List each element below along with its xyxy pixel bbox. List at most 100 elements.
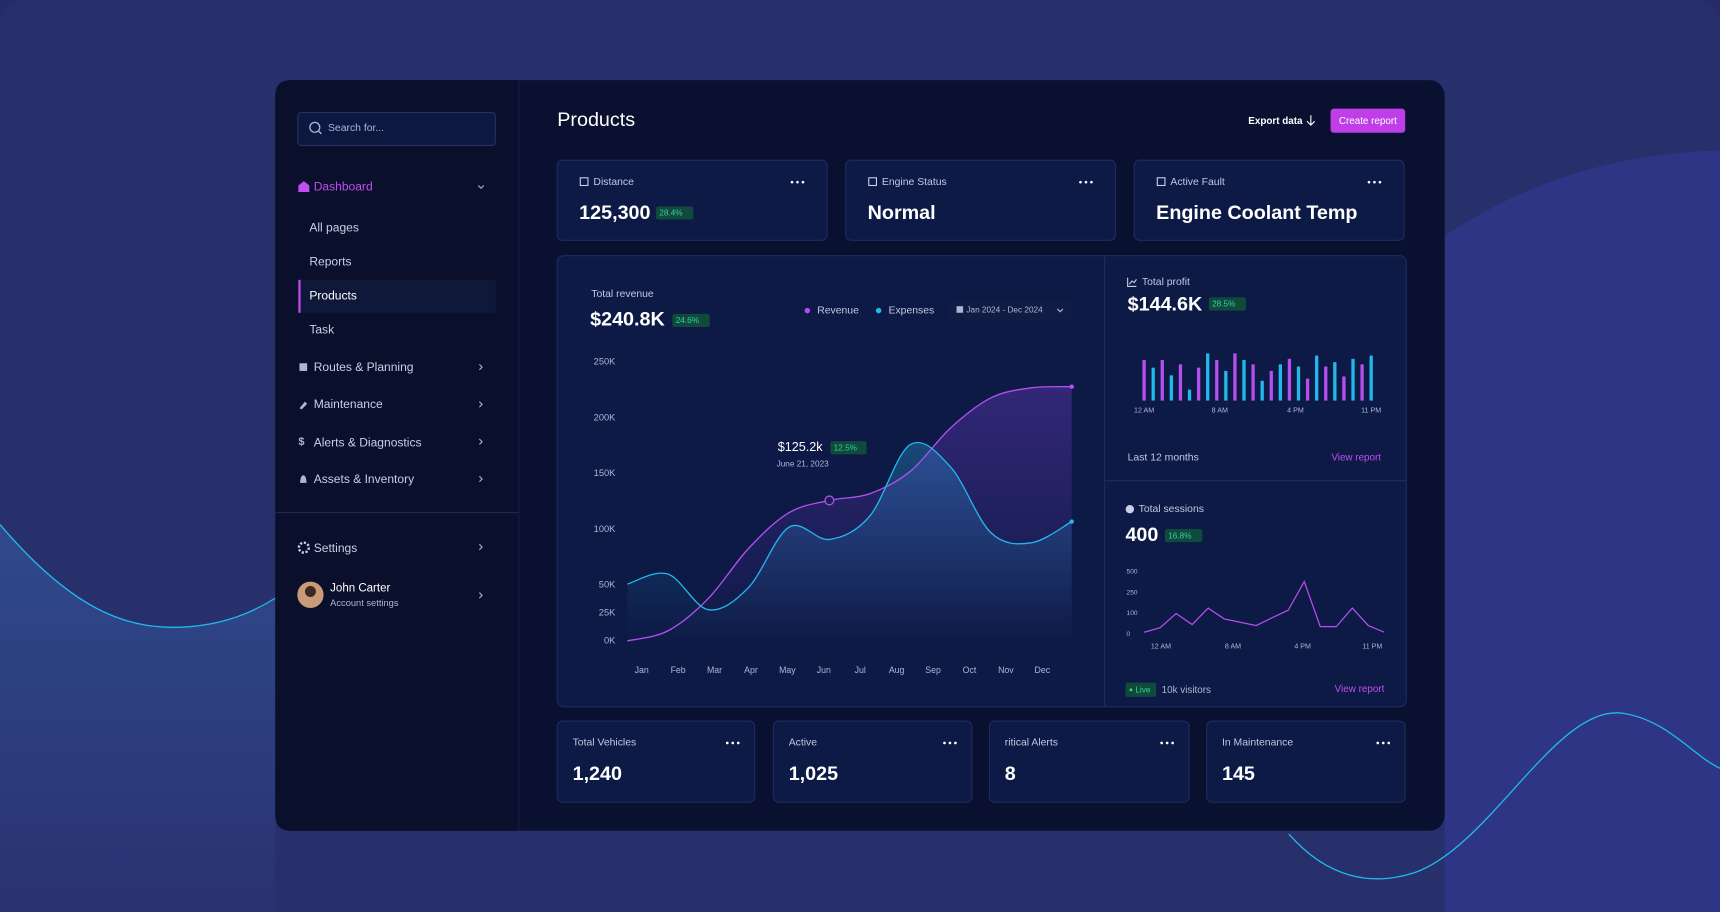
create-button[interactable]	[1330, 108, 1406, 133]
y-tick-label: 0	[1127, 631, 1131, 638]
more-dot[interactable]	[1387, 741, 1391, 745]
series-area	[627, 442, 1072, 641]
y-tick-label: 50K	[599, 580, 616, 590]
card-label: Active	[789, 738, 818, 749]
more-dot[interactable]	[1084, 180, 1088, 184]
more-dot[interactable]	[790, 180, 794, 184]
more-dot[interactable]	[1378, 180, 1382, 184]
nav-active-marker	[298, 279, 301, 313]
bar	[1360, 364, 1364, 401]
panel-value: $144.6K	[1128, 293, 1203, 315]
bar	[1315, 355, 1319, 401]
y-tick-label: 100K	[594, 524, 617, 534]
more-dot[interactable]	[1090, 180, 1093, 184]
card-label: Engine Status	[882, 177, 947, 188]
card-icon	[1156, 177, 1166, 187]
bar	[1169, 375, 1174, 401]
more-dot[interactable]	[954, 741, 957, 745]
nav-item[interactable]: Task	[309, 323, 335, 337]
more-dot[interactable]	[1381, 741, 1385, 745]
nav-item[interactable]: Products	[309, 289, 357, 303]
nav-item[interactable]: All pages	[309, 220, 359, 234]
more-dot[interactable]	[1160, 741, 1163, 745]
bar	[1278, 364, 1282, 401]
nav-active-bg	[298, 279, 496, 313]
badge	[1164, 528, 1203, 543]
nav-item[interactable]: Reports	[309, 254, 351, 268]
y-tick-label: 150K	[594, 468, 617, 478]
nav-item[interactable]: Routes & Planning	[314, 360, 414, 374]
x-tick-label: 12 AM	[1151, 642, 1171, 650]
bar	[1233, 353, 1237, 401]
more-dot[interactable]	[943, 741, 946, 745]
legend-dot	[875, 307, 882, 314]
date-range[interactable]: Jan 2024 - Dec 2024	[966, 306, 1043, 315]
sessions-icon	[1125, 505, 1135, 514]
more-dot[interactable]	[736, 741, 740, 745]
x-tick-label: 11 PM	[1361, 406, 1381, 414]
bar	[1215, 359, 1219, 401]
nav-item[interactable]: Settings	[314, 541, 358, 555]
y-tick-label: 250	[1127, 589, 1138, 596]
top-cards: Distance 125,300 28.4% Engine Status Normal A…	[556, 159, 1405, 241]
nav-icon	[299, 363, 308, 371]
more-dot[interactable]	[948, 741, 952, 745]
x-tick-label: Nov	[998, 665, 1014, 675]
more-dot[interactable]	[731, 741, 735, 745]
nav-item[interactable]: Maintenance	[314, 397, 383, 411]
view-report-link[interactable]: View report	[1335, 684, 1385, 695]
more-dot[interactable]	[1171, 741, 1174, 745]
user-name[interactable]: John Carter	[330, 582, 390, 594]
more-dot[interactable]	[1373, 180, 1376, 184]
bar	[1196, 367, 1201, 401]
y-tick-label: 100	[1127, 610, 1138, 617]
card-value: 8	[1005, 763, 1016, 785]
badge	[672, 313, 710, 328]
settings-icon	[297, 541, 310, 554]
x-tick-label: 8 AM	[1212, 406, 1228, 414]
chevron	[478, 543, 483, 599]
sidebar	[275, 80, 519, 831]
card-label: ritical Alerts	[1005, 738, 1058, 749]
nav-item[interactable]: Assets & Inventory	[314, 472, 414, 486]
bg-wave-line	[1288, 712, 1720, 880]
card-value: Normal	[868, 202, 936, 224]
page-title: Products	[557, 109, 635, 131]
card-value: 145	[1222, 763, 1255, 785]
series-line	[627, 441, 1073, 611]
x-tick-label: 8 AM	[1225, 642, 1241, 650]
x-tick-label: Feb	[671, 665, 686, 675]
view-report-link[interactable]: View report	[1331, 452, 1381, 463]
x-tick-label: Apr	[744, 665, 758, 675]
nav-item[interactable]: Dashboard	[314, 179, 373, 193]
x-tick-label: 12 AM	[1134, 406, 1154, 414]
x-tick-label: Jun	[817, 665, 831, 675]
more-dot[interactable]	[1165, 741, 1169, 745]
more-dot[interactable]	[1367, 180, 1371, 184]
legend-label: Revenue	[817, 305, 859, 316]
export-button[interactable]: Export data	[1248, 116, 1303, 127]
more-dot[interactable]	[1376, 741, 1380, 745]
x-tick-label: 4 PM	[1294, 642, 1311, 650]
panel-title: Total revenue	[591, 289, 654, 300]
card-label: Active Fault	[1170, 177, 1224, 188]
search-box[interactable]	[297, 111, 496, 146]
series-end-dot	[1069, 384, 1074, 389]
search-icon	[309, 121, 321, 133]
nav-item[interactable]: Alerts & Diagnostics	[314, 436, 422, 450]
x-tick-label: Jan	[635, 665, 649, 675]
panel-title: Total profit	[1142, 277, 1190, 288]
more-dot[interactable]	[796, 180, 799, 184]
card-icon	[868, 177, 878, 187]
user-subtitle[interactable]: Account settings	[330, 598, 399, 608]
nav-icon: $	[298, 436, 304, 448]
date-picker[interactable]	[949, 299, 1072, 321]
more-dot[interactable]	[1079, 180, 1082, 184]
bar	[1251, 364, 1255, 401]
tooltip-value: $125.2k	[778, 440, 824, 454]
y-tick-label: 250K	[594, 357, 617, 367]
more-dot[interactable]	[725, 741, 729, 745]
create-button-label[interactable]: Create report	[1339, 116, 1397, 127]
x-tick-label: Sep	[925, 665, 941, 675]
more-dot[interactable]	[801, 180, 805, 184]
